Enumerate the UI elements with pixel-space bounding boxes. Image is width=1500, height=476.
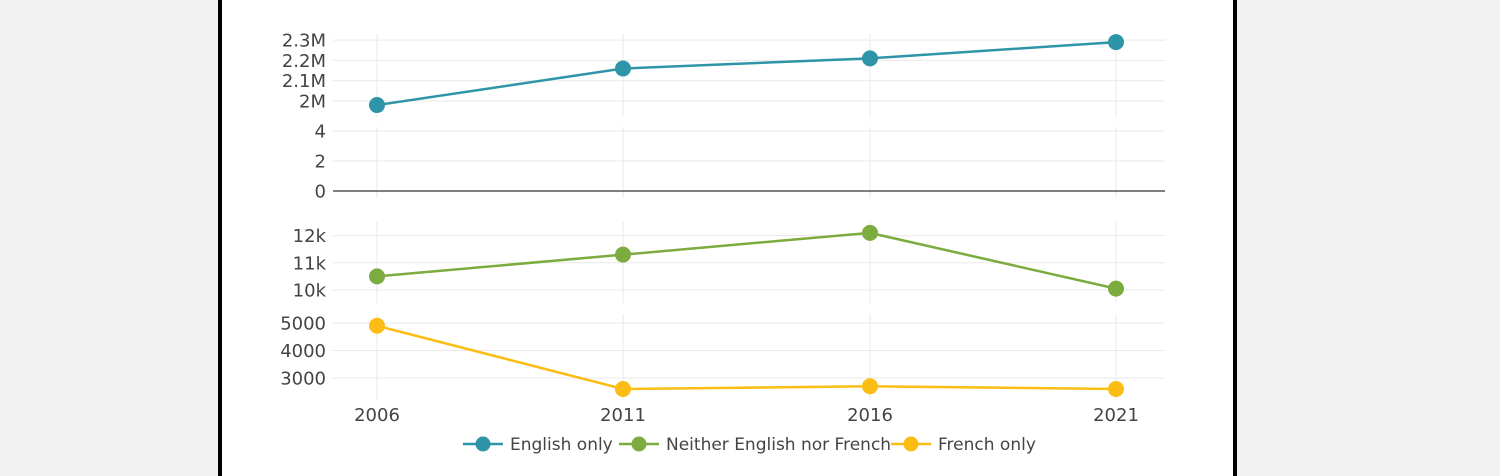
data-point[interactable]	[862, 224, 878, 241]
y-tick-label: 10k	[293, 281, 327, 302]
data-point[interactable]	[369, 268, 385, 285]
y-tick-label: 2	[315, 152, 326, 173]
data-point[interactable]	[1108, 280, 1124, 297]
x-tick-label: 2016	[847, 405, 893, 426]
legend-swatch-marker	[903, 436, 919, 452]
series-layer	[369, 34, 1124, 397]
y-tick-label: 2M	[299, 92, 326, 113]
grid-layer	[333, 34, 1165, 400]
y-tick-label: 12k	[293, 226, 327, 247]
y-tick-label: 2.2M	[282, 51, 326, 72]
y-tick-label: 4000	[280, 341, 326, 362]
data-point[interactable]	[862, 50, 878, 67]
legend-item[interactable]: English only	[463, 435, 613, 455]
legend-item[interactable]: Neither English nor French	[619, 435, 891, 455]
data-point[interactable]	[369, 97, 385, 114]
legend-swatch-marker	[475, 436, 491, 452]
series-line	[376, 324, 1117, 391]
data-point[interactable]	[615, 381, 631, 397]
legend[interactable]: English only Neither English nor French Fr…	[463, 435, 1036, 455]
y-tick-label: 2.3M	[282, 31, 326, 52]
legend-label: Neither English nor French	[666, 435, 891, 455]
y-tick-label: 4	[315, 122, 326, 143]
data-point[interactable]	[615, 246, 631, 263]
data-point[interactable]	[862, 378, 878, 395]
x-tick-label: 2006	[354, 405, 400, 426]
data-point[interactable]	[615, 60, 631, 77]
x-axis: 2006 2011 2016 2021	[354, 405, 1139, 426]
data-point[interactable]	[369, 317, 385, 334]
x-tick-label: 2021	[1093, 405, 1139, 426]
chart-card: 2M 2.1M 2.2M 2.3M 0 2 4 10k 11k 12k 3000 4000 5000 2…	[218, 0, 1237, 476]
line-chart: 2M2.1M2.2M2.3M 0 2 4 10k 11k 12k 3000 4000 5000 2…	[280, 31, 1165, 455]
data-point[interactable]	[1108, 381, 1124, 397]
y-tick-label: 0	[315, 182, 326, 203]
x-tick-label: 2011	[600, 405, 646, 426]
legend-label: French only	[938, 435, 1036, 455]
data-point[interactable]	[1108, 34, 1124, 51]
y-tick-label: 3000	[280, 369, 326, 390]
legend-label: English only	[510, 435, 613, 455]
legend-item[interactable]: French only	[891, 435, 1036, 455]
y-tick-label: 11k	[293, 253, 327, 274]
y-tick-label: 5000	[280, 314, 326, 335]
legend-swatch-marker	[631, 436, 647, 452]
series-line	[376, 231, 1117, 290]
axis-layer: 2M2.1M2.2M2.3M 0 2 4 10k 11k 12k 3000 4000 5000	[280, 31, 326, 390]
y-tick-label: 2.1M	[282, 71, 326, 92]
series-line	[376, 40, 1117, 107]
